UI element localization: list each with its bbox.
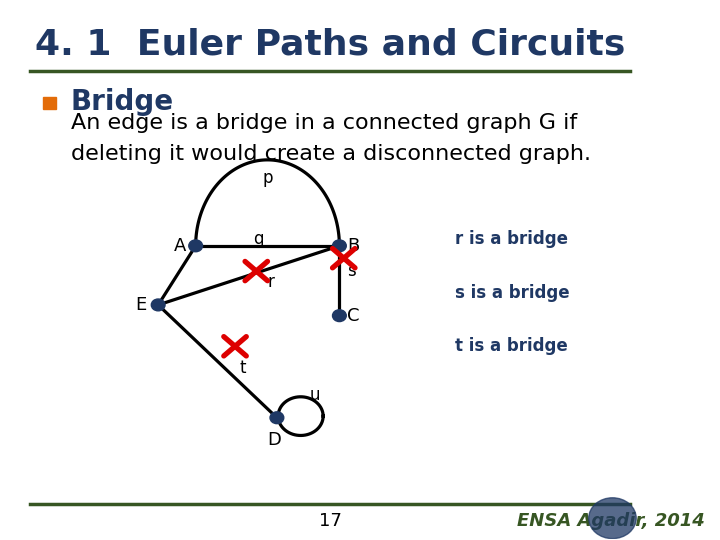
Text: A: A [174, 237, 186, 255]
Text: p: p [262, 168, 273, 187]
Circle shape [333, 310, 346, 322]
Circle shape [270, 412, 284, 424]
Circle shape [151, 299, 165, 311]
Text: r is a bridge: r is a bridge [455, 230, 568, 248]
Circle shape [189, 240, 202, 252]
Text: 4. 1  Euler Paths and Circuits: 4. 1 Euler Paths and Circuits [35, 28, 625, 62]
Text: D: D [267, 431, 281, 449]
Text: s is a bridge: s is a bridge [455, 284, 570, 301]
Text: r: r [267, 273, 274, 291]
Text: 17: 17 [318, 512, 341, 530]
Text: C: C [347, 307, 359, 325]
Text: q: q [253, 230, 264, 248]
Text: u: u [310, 386, 320, 403]
Text: s: s [348, 262, 356, 280]
Text: E: E [135, 296, 146, 314]
Text: t: t [239, 359, 246, 377]
Text: An edge is a bridge in a connected graph G if
deleting it would create a disconn: An edge is a bridge in a connected graph… [71, 113, 590, 164]
Text: Bridge: Bridge [71, 89, 174, 117]
Circle shape [589, 498, 636, 538]
FancyBboxPatch shape [42, 97, 56, 109]
Text: ENSA Agadir, 2014: ENSA Agadir, 2014 [518, 512, 705, 530]
Text: B: B [347, 237, 359, 255]
Text: t is a bridge: t is a bridge [455, 338, 568, 355]
Circle shape [333, 240, 346, 252]
